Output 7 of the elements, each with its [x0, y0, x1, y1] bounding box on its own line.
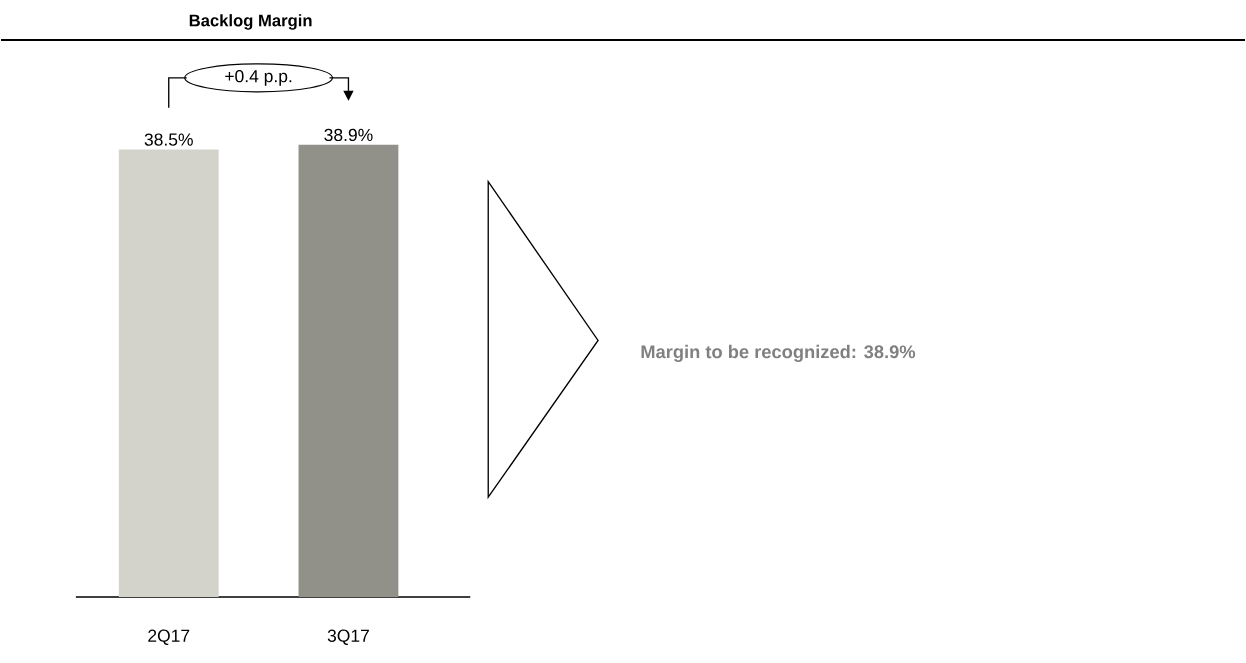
data-label: 38.5%: [144, 133, 193, 146]
x-tick-label: 3Q17: [327, 629, 369, 646]
text: Margin to be recognized: 38.9%: [641, 344, 916, 363]
data-label: 38.9%: [324, 128, 373, 142]
chart-title: Backlog Margin: [189, 14, 312, 30]
x-tick-label: 2Q17: [148, 629, 190, 646]
text: +0.4 p.p.: [225, 69, 292, 86]
